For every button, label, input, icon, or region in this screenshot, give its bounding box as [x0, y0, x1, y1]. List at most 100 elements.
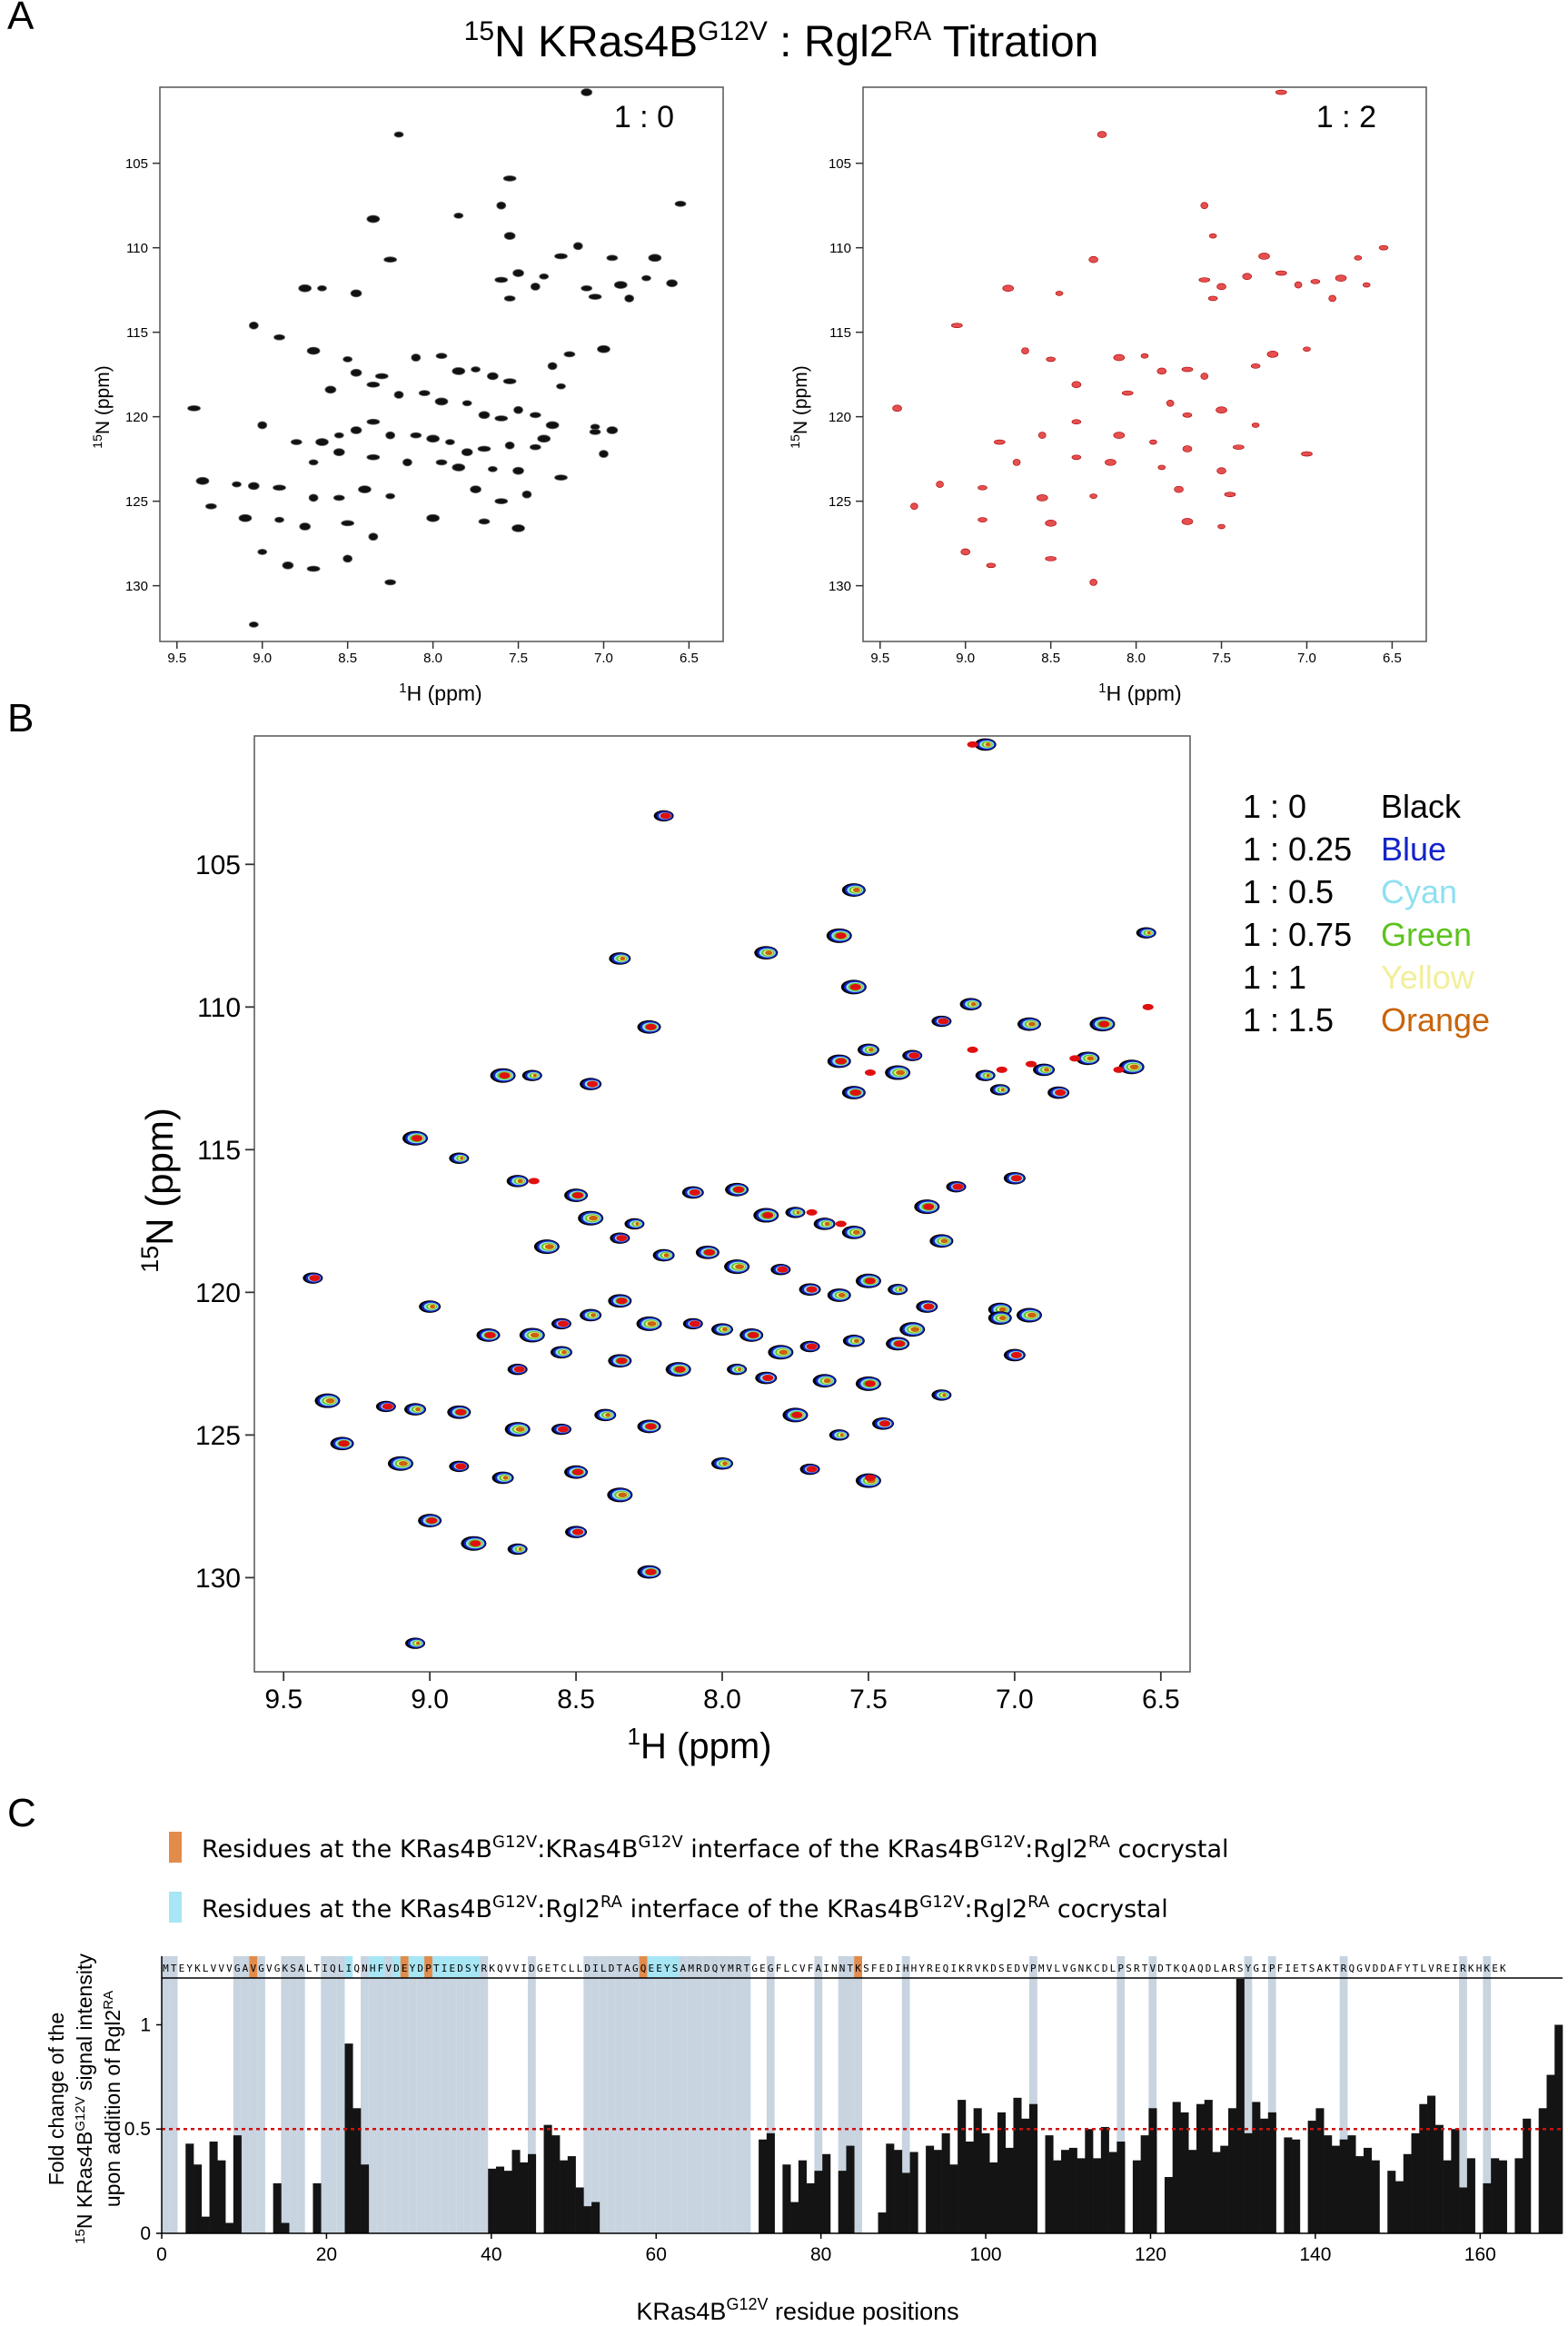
x-tick-label: 160 — [1464, 2244, 1496, 2265]
sequence-residue: L — [338, 1963, 344, 1974]
bar — [1085, 2129, 1094, 2233]
bar — [1188, 2150, 1197, 2233]
bar — [591, 2202, 600, 2233]
peak — [599, 450, 609, 458]
sequence-residue: Y — [1404, 1963, 1411, 1974]
sequence-residue: C — [791, 1963, 798, 1974]
peak — [1071, 454, 1082, 461]
peak — [402, 458, 412, 467]
sequence-residue: G — [537, 1963, 543, 1974]
sequence-residue: Q — [1349, 1963, 1355, 1974]
bar — [806, 2182, 815, 2233]
sequence-residue: E — [649, 1963, 655, 1974]
peak — [426, 434, 441, 443]
peak — [674, 200, 687, 207]
sequence-residue: L — [203, 1963, 209, 1974]
bar — [846, 2145, 855, 2233]
sequence-residue: G — [751, 1963, 758, 1974]
panel-letter-b: B — [7, 696, 34, 741]
bar — [1339, 2139, 1348, 2233]
title-sup-isotope: 15 — [464, 16, 494, 46]
panel-b-xlabel: 1H (ppm) — [628, 1723, 772, 1766]
bar — [790, 2202, 799, 2233]
peak — [1046, 356, 1056, 363]
peak — [1275, 89, 1287, 95]
bar — [209, 2142, 218, 2233]
peak — [539, 273, 550, 280]
peak-orange — [839, 1433, 844, 1437]
peak — [1002, 284, 1014, 293]
sequence-residue: Y — [918, 1963, 925, 1974]
sequence-residue: I — [1452, 1963, 1458, 1974]
peak-red — [806, 1343, 818, 1350]
bar — [1252, 2102, 1261, 2233]
peak-red — [689, 1188, 700, 1196]
sequence-residue: Q — [330, 1963, 336, 1974]
unassigned-band — [727, 1956, 735, 2233]
sequence-residue: L — [1214, 1963, 1220, 1974]
title-middle: : Rgl2 — [768, 18, 894, 66]
peak-red — [777, 1266, 789, 1273]
peak — [978, 517, 987, 522]
sequence-residue: V — [1428, 1963, 1434, 1974]
peak — [1071, 381, 1082, 389]
unassigned-band — [814, 1956, 823, 2233]
bar — [1068, 2147, 1077, 2233]
peak — [317, 284, 327, 292]
sequence-residue: V — [385, 1963, 392, 1974]
unassigned-band — [480, 1956, 489, 2233]
sequence-residue: V — [505, 1963, 511, 1974]
sequence-residue: Y — [1245, 1963, 1252, 1974]
peak — [1250, 363, 1261, 369]
bar — [1498, 2160, 1507, 2233]
panel-c-ylabel: Fold change of the 15N KRas4BG12V signal… — [45, 1953, 124, 2244]
unassigned-band — [1459, 1956, 1467, 2233]
bar — [886, 2143, 895, 2233]
peak-orange — [998, 1316, 1007, 1321]
peak — [1036, 494, 1048, 502]
sequence-residue: G — [1356, 1963, 1363, 1974]
unassigned-band — [679, 1956, 688, 2233]
peak-red — [645, 1023, 657, 1030]
peak-orange — [460, 1156, 464, 1160]
peak — [1275, 270, 1287, 276]
bar — [1483, 2182, 1492, 2233]
kras-interface-mark — [639, 1956, 648, 1978]
sequence-residue: H — [1476, 1963, 1483, 1974]
unassigned-band — [1148, 1956, 1157, 2233]
unassigned-band — [384, 1956, 393, 2233]
bar — [194, 2164, 203, 2233]
peak — [332, 448, 345, 457]
bar — [1100, 2126, 1109, 2233]
peak-red — [455, 1408, 467, 1416]
peak-orange — [1000, 1088, 1005, 1092]
panel-a-left-spectrum: 9.5 9.0 8.5 8.0 7.5 7.0 6.5 105 110 115 120 125 130 — [125, 86, 724, 666]
x-tick-label: 140 — [1299, 2244, 1331, 2265]
sequence-residue: H — [903, 1963, 909, 1974]
peak — [461, 400, 472, 407]
y-tick-label: 110 — [197, 993, 241, 1023]
peak — [1200, 202, 1209, 209]
peak — [1149, 439, 1157, 445]
rgl2-interface-mark — [456, 1956, 464, 1978]
peak-orange — [415, 1407, 422, 1412]
sequence-residue: P — [1030, 1963, 1037, 1974]
peak — [1174, 485, 1184, 493]
peak — [273, 333, 285, 341]
peak — [1354, 255, 1363, 261]
unassigned-band — [670, 1956, 680, 2233]
bar — [361, 2164, 370, 2233]
y-tick-label: 125 — [195, 1421, 241, 1451]
peak — [1097, 131, 1107, 138]
sequence-residue: V — [975, 1963, 981, 1974]
ylabel-line-2: 15N KRas4BG12V signal intensity — [73, 1953, 96, 2244]
sequence-residue: K — [1174, 1963, 1180, 1974]
bar — [997, 2112, 1007, 2233]
peak — [597, 344, 610, 353]
y-tick-label: 105 — [829, 156, 851, 172]
peak-red — [996, 1066, 1007, 1073]
bar — [543, 2124, 552, 2233]
sequence-residue: L — [306, 1963, 313, 1974]
peak-red — [572, 1528, 584, 1536]
x-tick-label: 6.5 — [1383, 651, 1402, 666]
